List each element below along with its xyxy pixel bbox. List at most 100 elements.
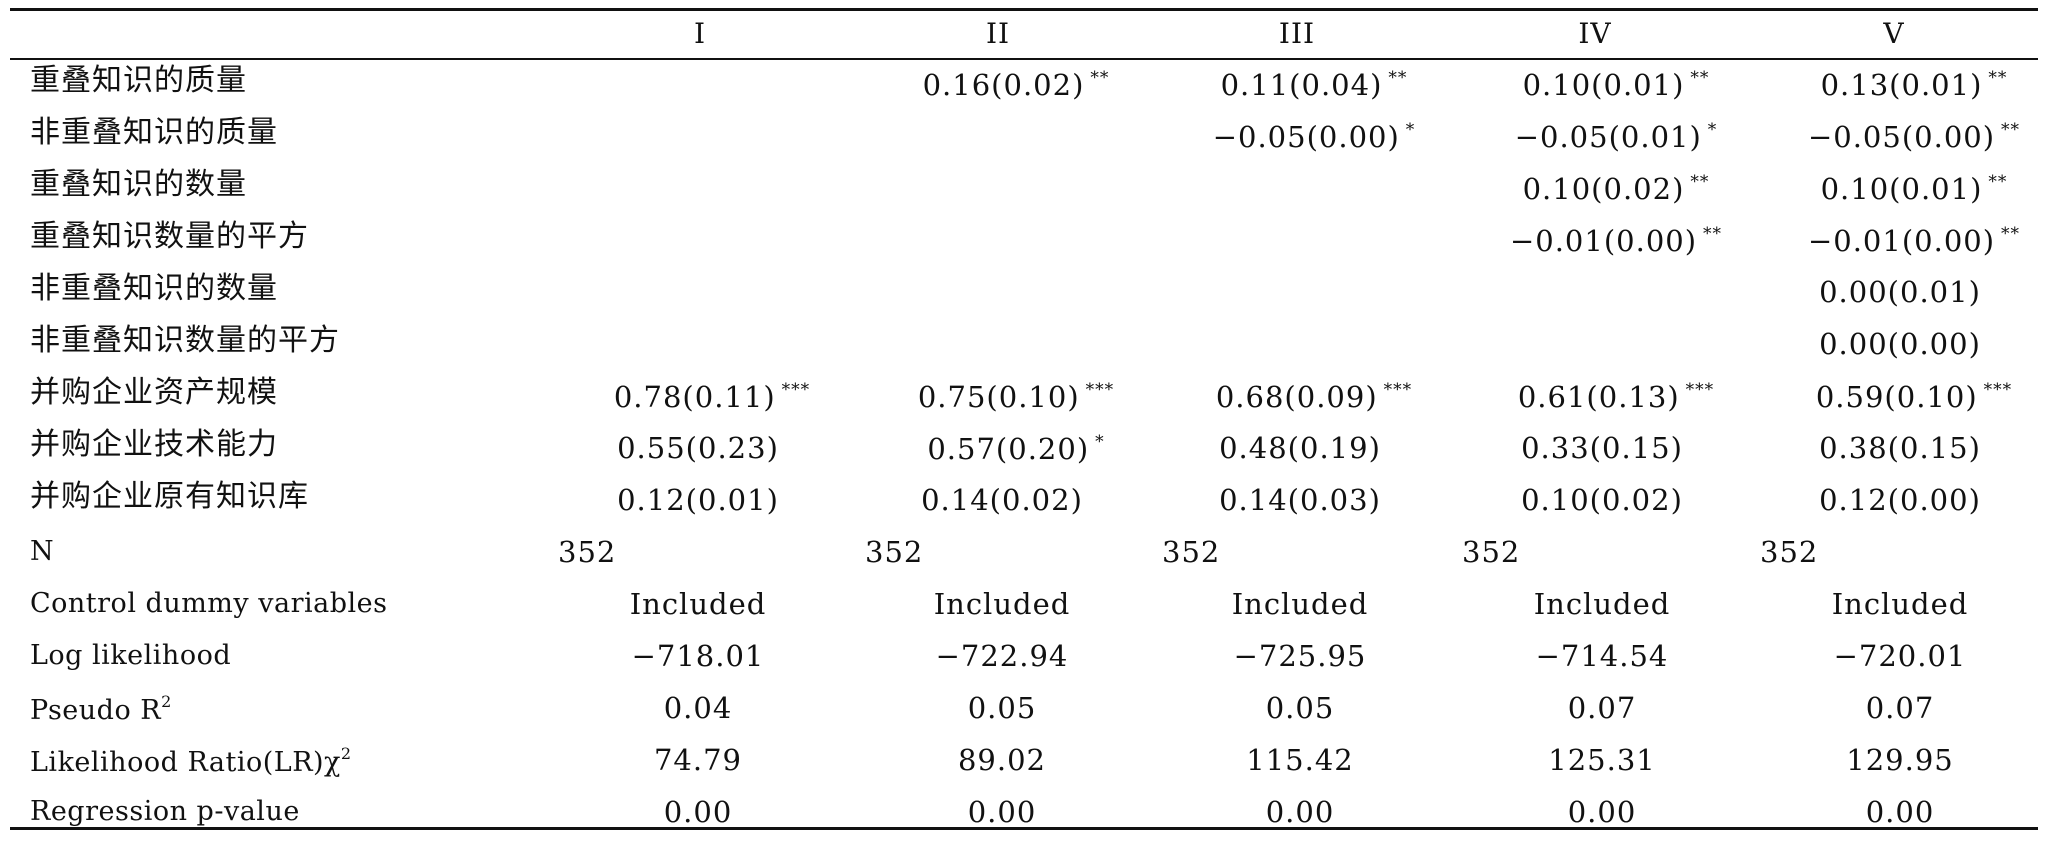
significance-stars: *** bbox=[1085, 380, 1115, 400]
row-label: Pseudo R2 bbox=[30, 692, 172, 726]
row-label: Control dummy variables bbox=[30, 590, 388, 617]
cell-value: 0.68(0.09) bbox=[1215, 380, 1378, 414]
row-label: 重叠知识数量的平方 bbox=[30, 222, 309, 252]
significance-stars: ** bbox=[1988, 172, 2008, 192]
cell-value: 0.07 bbox=[1865, 691, 1935, 725]
row-label-text: 非重叠知识的质量 bbox=[30, 115, 278, 150]
table-cell: 0.00 bbox=[968, 798, 1037, 827]
column-header-4: IV bbox=[1578, 17, 1612, 50]
cell-value: 74.79 bbox=[653, 743, 743, 777]
column-header-5: V bbox=[1883, 17, 1905, 50]
table-cell: Included bbox=[1534, 590, 1671, 619]
table-cell: 0.68(0.09) *** bbox=[1216, 382, 1412, 412]
cell-value: 0.12(0.00) bbox=[1819, 483, 1981, 517]
table-cell: −0.05(0.00) ** bbox=[1808, 122, 2020, 152]
cell-value: 89.02 bbox=[957, 743, 1047, 777]
cell-value: 0.10(0.02) bbox=[1521, 483, 1683, 517]
table-cell: 352 bbox=[865, 538, 923, 567]
table-cell: 352 bbox=[1462, 538, 1520, 567]
table-cell: −718.01 bbox=[632, 642, 765, 671]
table-header-rule bbox=[10, 58, 2038, 60]
cell-value: 0.00 bbox=[1865, 795, 1935, 829]
cell-value: −0.05(0.00) bbox=[1212, 120, 1400, 154]
table-cell: Included bbox=[934, 590, 1071, 619]
cell-value: 0.00 bbox=[967, 795, 1037, 829]
significance-stars: ** bbox=[1988, 68, 2008, 88]
table-bottom-rule bbox=[10, 827, 2038, 830]
cell-value: 0.00 bbox=[1265, 795, 1335, 829]
cell-value: 0.13(0.01) bbox=[1820, 68, 1983, 102]
table-cell: 0.00 bbox=[664, 798, 733, 827]
cell-value: 0.55(0.23) bbox=[617, 431, 779, 465]
table-cell: 0.33(0.15) bbox=[1521, 434, 1683, 463]
table-cell: 129.95 bbox=[1846, 746, 1953, 775]
table-cell: 0.55(0.23) bbox=[617, 434, 779, 463]
table-cell: 0.05 bbox=[968, 694, 1037, 723]
cell-value: 0.57(0.20) bbox=[927, 432, 1090, 466]
cell-value: −0.01(0.00) bbox=[1509, 224, 1698, 258]
cell-value: 352 bbox=[865, 535, 924, 569]
table-cell: 0.00 bbox=[1266, 798, 1335, 827]
table-cell: 0.14(0.03) bbox=[1219, 486, 1381, 515]
cell-value: 0.04 bbox=[663, 691, 733, 725]
cell-value: 0.59(0.10) bbox=[1815, 380, 1978, 414]
cell-value: 0.10(0.02) bbox=[1522, 172, 1685, 206]
table-cell: 0.05 bbox=[1266, 694, 1335, 723]
cell-value: −722.94 bbox=[935, 639, 1069, 673]
table-cell: 0.57(0.20) * bbox=[927, 434, 1104, 464]
cell-value: 352 bbox=[558, 535, 617, 569]
cell-value: 129.95 bbox=[1846, 743, 1954, 777]
table-cell: −725.95 bbox=[1234, 642, 1367, 671]
table-cell: 0.10(0.02) bbox=[1521, 486, 1683, 515]
table-cell: 0.10(0.02) ** bbox=[1523, 174, 1710, 204]
significance-stars: * bbox=[1405, 120, 1416, 140]
row-label: Likelihood Ratio(LR)χ2 bbox=[30, 746, 352, 777]
row-label-text: 非重叠知识数量的平方 bbox=[30, 323, 340, 358]
cell-value: 352 bbox=[1462, 535, 1521, 569]
cell-value: 0.07 bbox=[1567, 691, 1637, 725]
significance-stars: *** bbox=[1383, 380, 1413, 400]
cell-value: 0.38(0.15) bbox=[1819, 431, 1981, 465]
table-cell: Included bbox=[1832, 590, 1969, 619]
row-label-text: 并购企业原有知识库 bbox=[30, 479, 309, 514]
table-cell: 0.10(0.01) ** bbox=[1523, 70, 1710, 100]
cell-value: 125.31 bbox=[1548, 743, 1656, 777]
row-label: 重叠知识的质量 bbox=[30, 66, 247, 96]
cell-value: 0.00(0.01) bbox=[1819, 275, 1981, 309]
significance-stars: ** bbox=[1690, 68, 1710, 88]
table-cell: 0.61(0.13) *** bbox=[1518, 382, 1714, 412]
row-label: Log likelihood bbox=[30, 642, 231, 669]
row-label-text: Regression p-value bbox=[30, 796, 300, 827]
table-cell: 0.16(0.02) ** bbox=[923, 70, 1110, 100]
table-cell: 0.11(0.04) ** bbox=[1221, 70, 1408, 100]
significance-stars: * bbox=[1707, 120, 1718, 140]
table-cell: −0.05(0.00) * bbox=[1213, 122, 1416, 152]
row-label-text: Log likelihood bbox=[30, 640, 232, 671]
row-label-superscript: 2 bbox=[161, 692, 172, 711]
table-cell: 0.00(0.01) bbox=[1819, 278, 1981, 307]
table-cell: 0.12(0.00) bbox=[1819, 486, 1981, 515]
cell-value: 0.10(0.01) bbox=[1820, 172, 1983, 206]
row-label-text: N bbox=[30, 536, 55, 567]
significance-stars: ** bbox=[1090, 68, 1110, 88]
table-cell: 0.00(0.00) bbox=[1819, 330, 1981, 359]
table-cell: 0.78(0.11) *** bbox=[614, 382, 810, 412]
table-cell: Included bbox=[630, 590, 767, 619]
table-cell: −720.01 bbox=[1834, 642, 1967, 671]
table-cell: 0.75(0.10) *** bbox=[918, 382, 1114, 412]
cell-value: −720.01 bbox=[1833, 639, 1967, 673]
cell-value: 0.14(0.02) bbox=[921, 483, 1083, 517]
table-cell: 125.31 bbox=[1548, 746, 1655, 775]
row-label-text: 重叠知识的质量 bbox=[30, 63, 247, 98]
cell-value: 0.05 bbox=[1265, 691, 1335, 725]
table-cell: 0.13(0.01) ** bbox=[1821, 70, 2008, 100]
row-label-text: Pseudo R bbox=[30, 695, 162, 726]
row-label: 非重叠知识的质量 bbox=[30, 118, 278, 148]
table-cell: 0.07 bbox=[1866, 694, 1935, 723]
table-cell: 74.79 bbox=[654, 746, 742, 775]
cell-value: 0.05 bbox=[967, 691, 1037, 725]
row-label: 非重叠知识的数量 bbox=[30, 274, 278, 304]
table-cell: −714.54 bbox=[1536, 642, 1669, 671]
row-label: 并购企业原有知识库 bbox=[30, 482, 309, 512]
row-label: 并购企业资产规模 bbox=[30, 378, 278, 408]
